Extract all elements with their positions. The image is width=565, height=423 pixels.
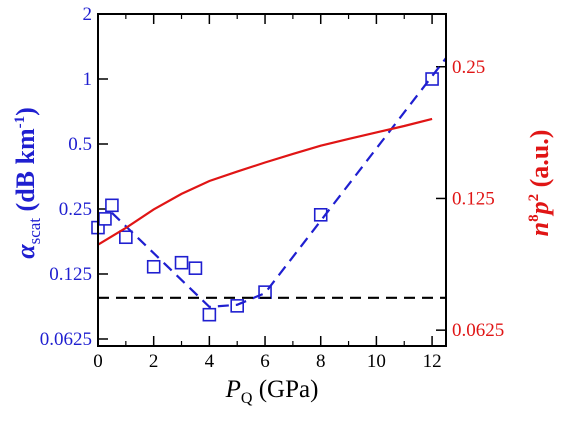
x-axis-label: PQ (GPa) <box>225 376 319 407</box>
fit-dashed-line <box>111 57 447 309</box>
y-right-tick-label: 0.125 <box>452 188 495 209</box>
y-left-tick-label: 1 <box>83 69 93 90</box>
data-point-square <box>188 261 203 275</box>
data-point-square <box>105 198 119 213</box>
data-point-square <box>425 72 439 86</box>
model-curve-line <box>97 117 433 246</box>
x-tick-label: 4 <box>205 351 215 372</box>
data-point-square <box>98 212 112 226</box>
y-left-tick-label: 2 <box>83 4 93 25</box>
x-tick-label: 6 <box>260 351 270 372</box>
y-left-tick-label: 0.5 <box>68 134 92 155</box>
y-right-tick-label: 0.0625 <box>452 320 504 341</box>
y-left-tick-label: 0.125 <box>49 264 92 285</box>
x-tick-label: 12 <box>423 351 442 372</box>
data-point-square <box>174 255 189 270</box>
data-point-square <box>202 307 217 322</box>
data-point-square <box>146 259 161 274</box>
y-right-axis-label: n8p2 (a.u.) <box>525 130 554 237</box>
x-tick-label: 8 <box>316 351 326 372</box>
x-tick-label: 0 <box>93 351 103 372</box>
y-left-tick-label: 0.0625 <box>40 329 92 350</box>
y-left-tick-label: 0.25 <box>59 199 92 220</box>
series-layer <box>91 57 447 322</box>
y-left-axis-label: αscat (dB km-1) <box>11 107 44 259</box>
y-right-tick-label: 0.25 <box>452 57 485 78</box>
plot-frame <box>97 13 447 347</box>
x-tick-label: 10 <box>367 351 386 372</box>
data-point-square <box>119 230 133 245</box>
x-tick-label: 2 <box>149 351 159 372</box>
ticks-layer: 0 2 4 6 8 10 120.06250.1250.250.5120.06250.125… <box>40 4 505 372</box>
